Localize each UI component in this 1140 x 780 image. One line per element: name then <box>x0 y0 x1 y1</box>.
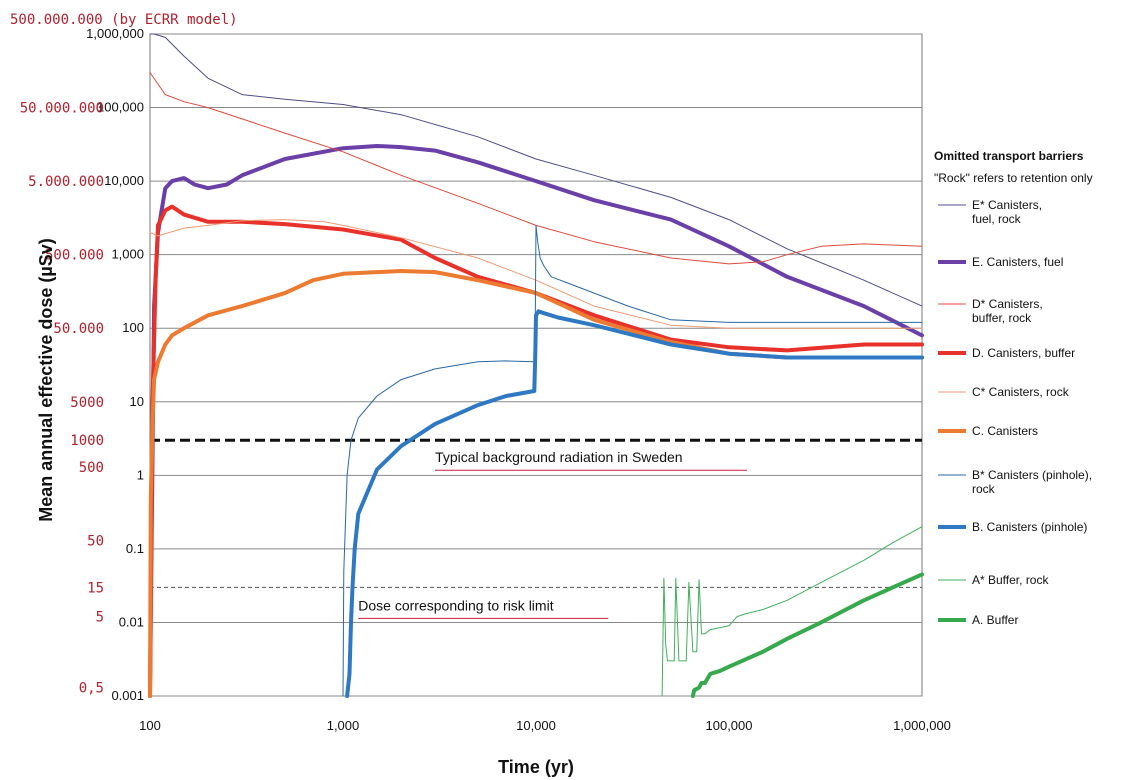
reference-line-label: Dose corresponding to risk limit <box>358 597 553 613</box>
ecrr-label: 50.000 <box>53 321 104 337</box>
reference-lines: Typical background radiation in Sweden Do… <box>150 438 922 619</box>
series-line <box>345 309 924 698</box>
legend-label: E* Canisters, <box>972 198 1042 212</box>
series-line <box>148 204 924 698</box>
ecrr-header: 500.000.000 (by ECRR model) <box>10 12 238 28</box>
y-tick-label: 0.01 <box>119 614 144 629</box>
legend-label: rock <box>972 482 996 496</box>
x-tick-label: 100 <box>139 718 161 733</box>
ecrr-label: 50.000.000 <box>20 101 104 117</box>
legend-label: C* Canisters, rock <box>972 385 1070 399</box>
legend-label: D* Canisters, <box>972 297 1043 311</box>
legend-label: E. Canisters, fuel <box>972 255 1063 269</box>
y-tick-label: 0.1 <box>126 541 144 556</box>
ecrr-label: 1000 <box>70 433 104 449</box>
y-tick-label: 10,000 <box>104 173 144 188</box>
ecrr-label: 5 <box>96 610 104 626</box>
y-tick-label: 1 <box>137 467 144 482</box>
series-line <box>342 224 923 697</box>
legend-label: C. Canisters <box>972 424 1038 438</box>
legend-label: A* Buffer, rock <box>972 573 1049 587</box>
legend-label: fuel, rock <box>972 212 1022 226</box>
ecrr-label: 5000 <box>70 395 104 411</box>
y-tick-label: 1,000 <box>111 247 144 262</box>
legend-label: D. Canisters, buffer <box>972 346 1075 360</box>
x-tick-label: 100,000 <box>706 718 753 733</box>
y-tick-label: 100 <box>122 320 144 335</box>
legend-label: B* Canisters (pinhole), <box>972 468 1092 482</box>
ecrr-label: 500 <box>79 460 104 476</box>
y-axis-title: Mean annual effective dose (µSv) <box>36 238 56 521</box>
series-line <box>149 33 923 307</box>
ecrr-labels: 50.000.000 5.000.000 500.000 50.000 5000 1000… <box>20 101 104 697</box>
y-tick-labels: 0.001 0.01 0.1 1 10 100 1,000 10,000 100,000 1,00… <box>86 26 144 703</box>
ecrr-label: 50 <box>87 534 104 550</box>
legend-subtitle: "Rock" refers to retention only <box>934 171 1093 185</box>
y-tick-label: 100,000 <box>97 100 144 115</box>
x-axis-title: Time (yr) <box>498 757 574 777</box>
legend-label: B. Canisters (pinhole) <box>972 520 1087 534</box>
legend-label: A. Buffer <box>972 613 1018 627</box>
legend-title: Omitted transport barriers <box>934 149 1084 163</box>
x-tick-label: 1,000,000 <box>893 718 951 733</box>
series-line <box>149 72 923 265</box>
series-line <box>661 526 923 697</box>
ecrr-label: 0,5 <box>79 681 104 697</box>
series-line <box>149 219 923 329</box>
series-group <box>148 33 924 698</box>
ecrr-label: 5.000.000 <box>28 174 104 190</box>
y-tick-label: 0.001 <box>111 688 144 703</box>
series-line <box>148 144 924 698</box>
reference-line-label: Typical background radiation in Sweden <box>435 449 683 465</box>
ecrr-label: 15 <box>87 580 104 596</box>
x-tick-label: 10,000 <box>516 718 556 733</box>
series-line <box>690 572 924 698</box>
legend: Omitted transport barriers "Rock" refers… <box>934 149 1093 627</box>
x-tick-labels: 100 1,000 10,000 100,000 1,000,000 <box>139 718 951 733</box>
x-tick-label: 1,000 <box>327 718 360 733</box>
y-tick-label: 10 <box>130 394 144 409</box>
legend-label: buffer, rock <box>972 311 1032 325</box>
ecrr-label: 500.000 <box>45 248 104 264</box>
y-tick-label: 1,000,000 <box>86 26 144 41</box>
